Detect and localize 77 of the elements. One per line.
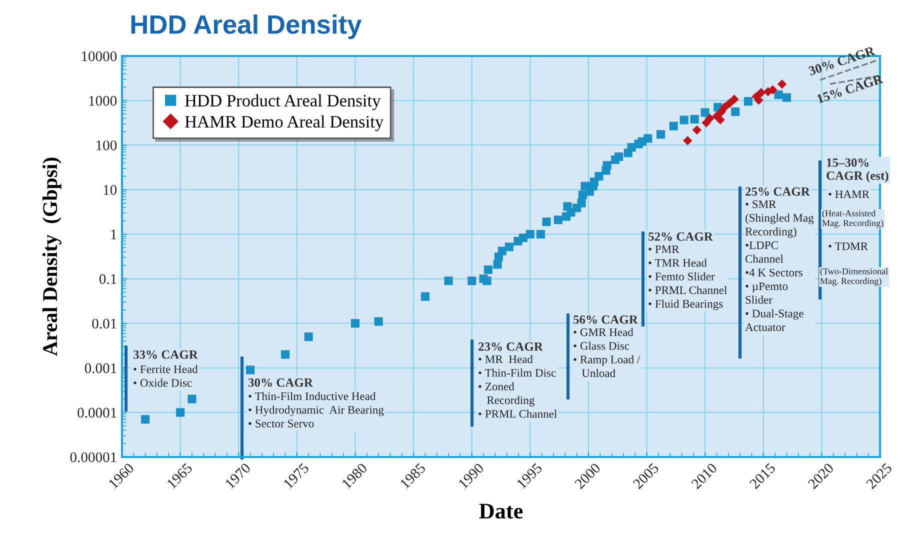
- point: [280, 350, 290, 359]
- point: [498, 246, 506, 256]
- y-tick-label: 1000: [89, 96, 117, 106]
- point: [482, 276, 492, 286]
- y-tick-label: 0.001: [84, 363, 116, 374]
- point: [644, 134, 652, 143]
- point: [724, 98, 734, 108]
- y-tick-label: 10: [104, 185, 117, 195]
- point: [350, 319, 360, 328]
- point: [744, 97, 753, 106]
- point: [682, 136, 692, 146]
- annotation: 33% CAGR: [133, 350, 198, 359]
- point: [756, 88, 766, 98]
- point: [468, 276, 476, 286]
- y-tick-label: 0.01: [92, 318, 116, 329]
- point: [730, 94, 739, 104]
- annotation: 15–30% CAGR (est): [826, 158, 888, 182]
- point: [692, 125, 702, 135]
- point: [594, 172, 604, 181]
- y-tick-label: 100: [96, 140, 117, 150]
- annotation: 52% CAGR: [648, 232, 714, 241]
- point: [444, 276, 453, 286]
- point: [777, 80, 787, 89]
- point: [700, 108, 710, 117]
- point: [731, 107, 740, 116]
- point: [614, 152, 624, 161]
- y-tick-label: 10000: [82, 51, 117, 62]
- annotation: • Thin-Film Inductive Head • Hydrodynamic Air Bearing • Sector Servo: [248, 392, 384, 428]
- annotation: 15% CAGR: [816, 74, 884, 104]
- annotation: 30% CAGR: [808, 46, 876, 76]
- point: [493, 260, 502, 269]
- point: [176, 408, 185, 417]
- point: [504, 242, 514, 252]
- y-tick-label: 0.0001: [78, 408, 116, 418]
- point: [680, 116, 688, 124]
- point: [602, 161, 612, 170]
- point: [542, 218, 551, 226]
- annotation: (Two-Dimensional Mag. Recording): [820, 268, 888, 286]
- annotation: • TDMR: [828, 242, 868, 250]
- point: [690, 115, 699, 124]
- y-tick-label: 0.1: [99, 274, 116, 284]
- annotation: • GMR Head • Glass Disc • Ramp Load / Unload: [574, 328, 640, 378]
- y-tick-label: 0.00001: [70, 452, 116, 462]
- point: [656, 130, 666, 139]
- point: [554, 216, 562, 224]
- annotation: • HAMR: [828, 190, 870, 198]
- point: [669, 122, 678, 130]
- legend-label: HAMR Demo Areal Density: [185, 115, 384, 132]
- y-tick-label: 1: [111, 230, 116, 240]
- point: [246, 366, 255, 374]
- chart-title: HDD Areal Density: [131, 14, 362, 40]
- point: [484, 265, 492, 274]
- legend-label: HDD Product Areal Density: [185, 94, 381, 110]
- point: [782, 93, 791, 102]
- point: [716, 115, 725, 124]
- annotation: • Ferrite Head • Oxide Disc: [134, 365, 198, 387]
- x-axis-title: Date: [479, 504, 523, 519]
- point: [374, 317, 383, 326]
- annotation: 25% CAGR: [746, 187, 810, 196]
- point: [705, 114, 714, 123]
- annotation: 30% CAGR: [248, 378, 314, 387]
- point: [720, 102, 730, 112]
- annotation: • PMR • TMR Head • Femto Slider • PRML Channel • Fluid Bearings: [648, 245, 727, 310]
- annotation: 56% CAGR: [574, 315, 638, 324]
- point: [774, 90, 783, 100]
- point: [526, 230, 534, 239]
- point: [536, 230, 545, 239]
- y-axis-title: Areal Density (Gbpsi): [42, 158, 62, 356]
- point: [577, 198, 586, 208]
- annotation: • MR Head • Thin-Film Disc • Zoned Recording • PRML Channel: [478, 355, 557, 418]
- point: [420, 292, 430, 301]
- point: [141, 415, 150, 424]
- annotation: 23% CAGR: [478, 342, 544, 351]
- point: [188, 394, 196, 404]
- annotation: (Heat-Assisted Mag. Recording): [822, 210, 884, 228]
- point: [304, 332, 313, 342]
- text: • SMR (Shingled Mag Recording) •LDPC Channel •4 K Sectors • µPemto Slider • Dual-Stage Actuator: [745, 200, 814, 332]
